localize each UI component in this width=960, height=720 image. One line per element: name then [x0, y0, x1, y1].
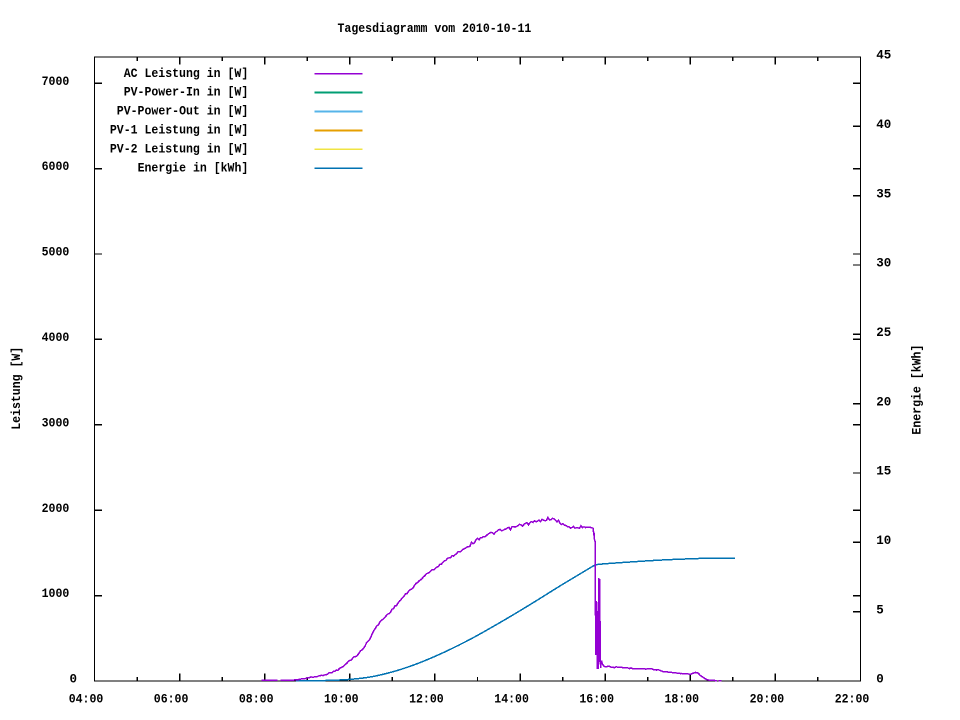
svg-text:PV-Power-Out in [W]: PV-Power-Out in [W]	[117, 105, 249, 119]
svg-text:5: 5	[876, 603, 884, 617]
svg-text:35: 35	[876, 187, 891, 201]
svg-text:18:00: 18:00	[665, 693, 700, 707]
svg-text:22:00: 22:00	[835, 693, 870, 707]
svg-text:5000: 5000	[42, 246, 70, 260]
svg-text:15: 15	[876, 465, 891, 479]
svg-text:PV-1 Leistung in [W]: PV-1 Leistung in [W]	[110, 124, 248, 138]
svg-text:10:00: 10:00	[324, 693, 359, 707]
svg-text:Energie [kWh]: Energie [kWh]	[910, 345, 924, 435]
svg-text:12:00: 12:00	[409, 693, 444, 707]
svg-text:Tagesdiagramm vom 2010-10-11: Tagesdiagramm vom 2010-10-11	[338, 22, 532, 36]
svg-text:04:00: 04:00	[69, 693, 104, 707]
svg-text:06:00: 06:00	[154, 693, 189, 707]
svg-text:16:00: 16:00	[579, 693, 614, 707]
svg-text:14:00: 14:00	[494, 693, 529, 707]
svg-text:45: 45	[876, 49, 891, 63]
svg-text:6000: 6000	[42, 160, 70, 174]
svg-text:0: 0	[69, 673, 77, 687]
svg-text:4000: 4000	[42, 331, 70, 345]
svg-text:Energie in [kWh]: Energie in [kWh]	[138, 161, 249, 175]
svg-text:40: 40	[876, 118, 891, 132]
svg-text:1000: 1000	[42, 587, 70, 601]
svg-text:7000: 7000	[42, 75, 70, 89]
svg-text:08:00: 08:00	[239, 693, 274, 707]
svg-text:20:00: 20:00	[750, 693, 785, 707]
svg-text:3000: 3000	[42, 416, 70, 430]
svg-text:0: 0	[876, 673, 884, 687]
svg-text:10: 10	[876, 534, 891, 548]
svg-text:PV-2 Leistung in [W]: PV-2 Leistung in [W]	[110, 142, 248, 156]
svg-text:20: 20	[876, 395, 891, 409]
svg-text:AC Leistung in [W]: AC Leistung in [W]	[124, 67, 249, 81]
svg-text:PV-Power-In in [W]: PV-Power-In in [W]	[124, 86, 249, 100]
svg-text:30: 30	[876, 257, 891, 271]
svg-text:Leistung [W]: Leistung [W]	[10, 347, 24, 430]
svg-text:2000: 2000	[42, 502, 70, 516]
svg-text:25: 25	[876, 326, 891, 340]
